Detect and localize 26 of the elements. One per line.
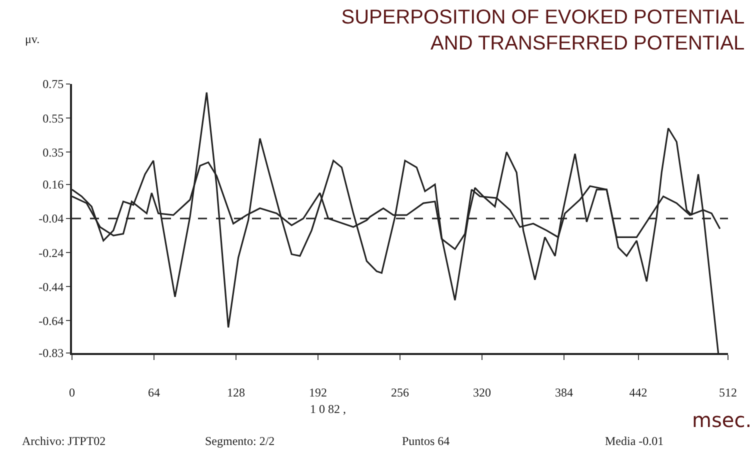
- x-tick-label: 256: [391, 385, 409, 400]
- x-tick-label: 0: [69, 385, 75, 400]
- y-tick-label: 0.16: [42, 178, 64, 192]
- x-tick-label: 384: [555, 385, 573, 400]
- y-tick-label: 0.75: [42, 77, 64, 92]
- y-tick-label: -0.24: [38, 246, 64, 260]
- y-tick-label: -0.04: [38, 212, 64, 226]
- y-tick-label: -0.64: [38, 314, 64, 328]
- text: 1 0 82 ,: [310, 402, 346, 416]
- text: Media -0.01: [605, 434, 664, 448]
- x-tick-label: 320: [473, 385, 491, 400]
- x-tick-label: 192: [309, 385, 327, 400]
- y-tick-label: 0.35: [42, 145, 64, 160]
- chart-title: SUPERPOSITION OF EVOKED POTENTIAL AND TRANSFERRED POTENTIAL: [341, 6, 745, 54]
- x-tick-label: 442: [629, 385, 648, 400]
- y-tick-label: 0.55: [42, 111, 64, 126]
- y-axis-title: μv.: [25, 32, 40, 46]
- x-tick-label: 128: [227, 385, 245, 400]
- y-tick-label: -0.44: [38, 280, 64, 294]
- x-tick-label: 64: [148, 385, 160, 400]
- x-tick-label: 512: [719, 385, 737, 400]
- x-axis-title: msec.: [692, 408, 752, 432]
- y-tick-label: -0.83: [38, 346, 64, 360]
- text: Puntos 64: [402, 434, 450, 448]
- text: Segmento: 2/2: [205, 434, 275, 448]
- text: Archivo: JTPT02: [22, 434, 106, 448]
